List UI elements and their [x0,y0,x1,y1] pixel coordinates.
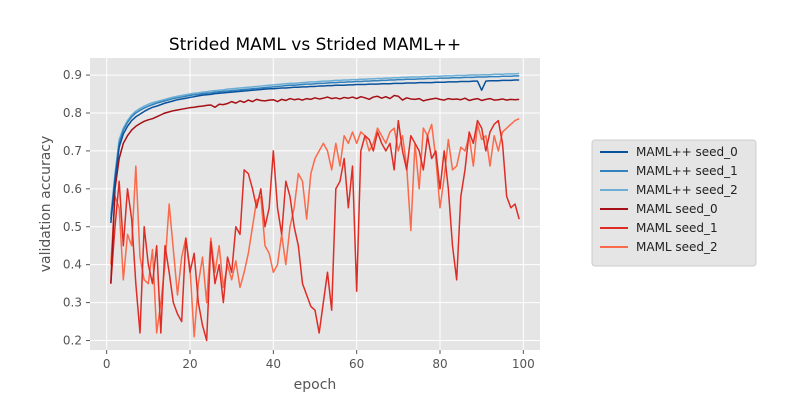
y-axis-label: validation accuracy [38,136,54,273]
x-tick-label: 80 [432,357,447,371]
y-tick-label: 0.5 [63,220,82,234]
legend-label: MAML++ seed_2 [636,183,738,197]
x-tick-label: 40 [266,357,281,371]
series-line-maml-seed-0 [110,94,520,284]
x-axis: 0 20 40 60 80 100 [103,350,535,371]
plot-area [90,58,540,350]
legend-box [591,139,757,267]
y-tick-label: 0.8 [63,106,82,120]
y-tick-label: 0.4 [63,258,82,272]
chart-title: Strided MAML vs Strided MAML++ [169,35,461,55]
legend-label: MAML seed_1 [636,221,718,235]
x-tick-label: 60 [349,357,364,371]
legend-label: MAML++ seed_1 [636,164,738,178]
series-line-maml-seed-2 [110,117,520,338]
x-tick-label: 100 [512,357,535,371]
y-tick-label: 0.9 [63,68,82,82]
legend: MAML++ seed_0 MAML++ seed_1 MAML++ seed_2 M… [591,139,757,267]
series-line-maml-seed-2 [110,72,520,216]
x-axis-label: epoch [294,377,337,393]
series-line-maml-seed-1 [110,75,520,220]
x-tick-label: 20 [182,357,197,371]
series-lines [110,72,520,342]
y-tick-label: 0.6 [63,182,82,196]
y-axis: 0.2 0.3 0.4 0.5 0.6 0.7 0.8 0.9 [63,68,90,348]
x-tick-label: 0 [103,357,111,371]
legend-label: MAML++ seed_0 [636,145,738,159]
series-line-maml-seed-1 [110,119,520,342]
y-tick-label: 0.7 [63,144,82,158]
y-tick-label: 0.3 [63,296,82,310]
legend-label: MAML seed_2 [636,240,718,254]
legend-label: MAML seed_0 [636,202,718,216]
y-tick-label: 0.2 [63,334,82,348]
series-line-maml-seed-0 [110,79,520,224]
